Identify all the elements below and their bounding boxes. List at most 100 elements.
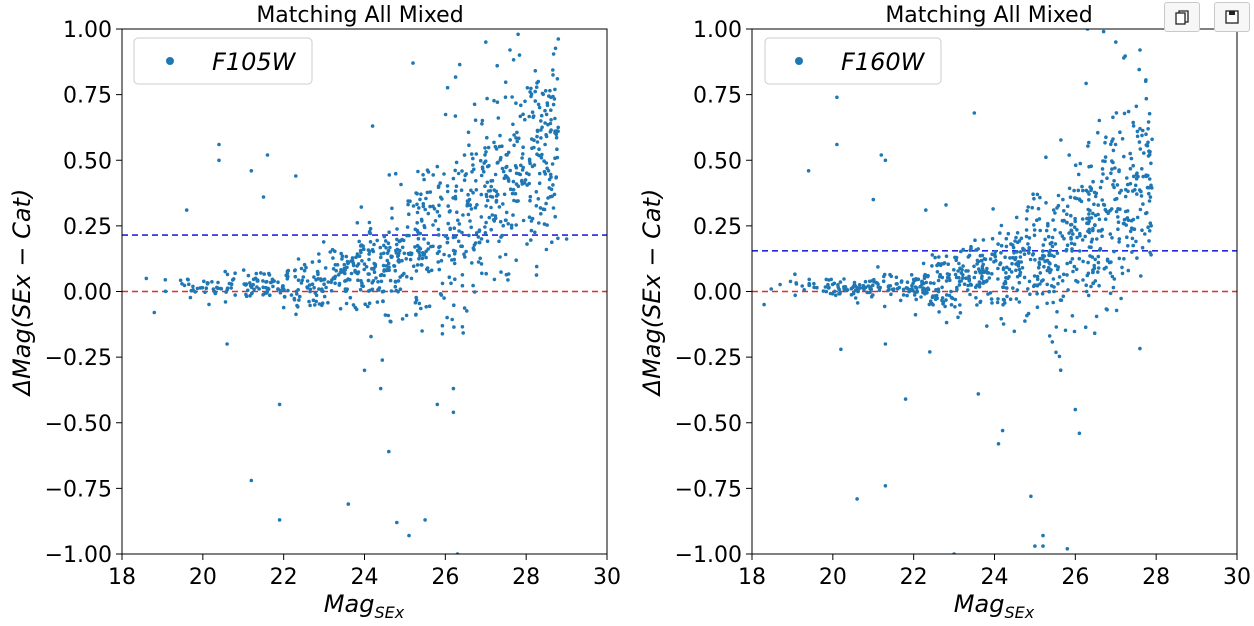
data-point — [377, 288, 381, 292]
data-point — [343, 279, 347, 283]
data-point — [215, 285, 219, 290]
data-point — [931, 303, 935, 307]
data-point — [462, 153, 467, 157]
data-point — [842, 288, 847, 293]
data-point — [1081, 278, 1085, 282]
data-point — [474, 188, 479, 192]
data-point — [479, 237, 484, 241]
data-point — [928, 281, 933, 285]
data-point — [382, 234, 387, 239]
data-point — [322, 282, 326, 287]
data-point — [440, 332, 445, 336]
data-point — [836, 285, 840, 290]
data-point — [802, 288, 806, 292]
data-point — [508, 168, 512, 173]
data-point — [369, 334, 373, 339]
data-point — [508, 138, 512, 142]
data-point — [483, 153, 487, 157]
data-point — [506, 177, 511, 182]
data-point — [539, 128, 543, 132]
data-point — [953, 305, 957, 309]
data-point — [442, 296, 446, 300]
data-point — [934, 293, 939, 298]
data-point — [1051, 277, 1056, 281]
data-point — [472, 290, 477, 294]
data-point — [1125, 176, 1129, 180]
y-tick-label: 0.25 — [63, 215, 112, 240]
data-point — [949, 289, 953, 294]
data-point — [944, 279, 949, 283]
data-point — [470, 170, 474, 174]
data-point — [344, 301, 349, 306]
data-point — [1111, 285, 1116, 290]
data-point — [265, 279, 269, 284]
data-point — [1026, 287, 1030, 291]
data-point — [464, 249, 468, 254]
data-point — [520, 156, 524, 160]
data-point — [386, 313, 391, 318]
data-point — [532, 145, 536, 150]
data-point — [1055, 267, 1060, 272]
data-point — [910, 283, 914, 288]
data-point — [869, 285, 873, 289]
data-point — [372, 242, 376, 247]
data-point — [1092, 266, 1097, 271]
data-point — [947, 272, 952, 277]
data-point — [894, 275, 899, 280]
y-tick-label: −0.50 — [45, 412, 112, 437]
data-point — [1051, 218, 1055, 222]
data-point — [1112, 249, 1116, 254]
data-point — [543, 142, 547, 147]
data-point — [1067, 153, 1071, 157]
data-point — [1035, 305, 1040, 310]
data-point — [390, 206, 394, 211]
data-point — [262, 272, 267, 276]
data-point — [1004, 236, 1009, 241]
data-point — [538, 206, 543, 210]
data-point — [471, 163, 475, 167]
data-point — [1116, 227, 1120, 231]
data-point — [553, 214, 557, 219]
data-point — [506, 272, 511, 276]
copy-button[interactable] — [1164, 2, 1200, 32]
data-point — [1032, 233, 1037, 238]
data-point — [433, 219, 438, 223]
data-point — [879, 153, 884, 157]
data-point — [920, 279, 924, 284]
data-point — [301, 275, 306, 279]
data-point — [437, 203, 441, 208]
data-point — [980, 253, 985, 258]
data-point — [510, 95, 514, 99]
data-point — [940, 296, 945, 300]
save-button[interactable] — [1214, 2, 1250, 32]
data-point — [487, 163, 491, 168]
data-point — [233, 293, 237, 297]
data-point — [389, 289, 394, 293]
data-point — [966, 269, 970, 273]
data-point — [466, 212, 471, 217]
data-point — [485, 180, 490, 185]
data-point — [1014, 268, 1018, 273]
data-point — [807, 283, 811, 288]
data-point — [921, 286, 925, 290]
data-point — [1038, 271, 1043, 275]
data-point — [312, 285, 316, 290]
data-point — [451, 248, 456, 253]
data-point — [1059, 138, 1063, 142]
data-point — [407, 212, 411, 216]
data-point — [320, 289, 324, 293]
data-point — [294, 174, 298, 178]
data-point — [928, 350, 932, 354]
data-point — [1130, 250, 1134, 254]
data-point — [370, 266, 374, 271]
data-point — [548, 121, 553, 126]
data-point — [1035, 274, 1040, 279]
data-point — [514, 136, 518, 140]
data-point — [1088, 185, 1092, 189]
data-point — [1114, 111, 1119, 115]
data-point — [521, 218, 526, 223]
data-point — [941, 300, 946, 304]
data-point — [452, 325, 456, 329]
data-point — [1071, 232, 1075, 236]
data-point — [1144, 211, 1148, 216]
